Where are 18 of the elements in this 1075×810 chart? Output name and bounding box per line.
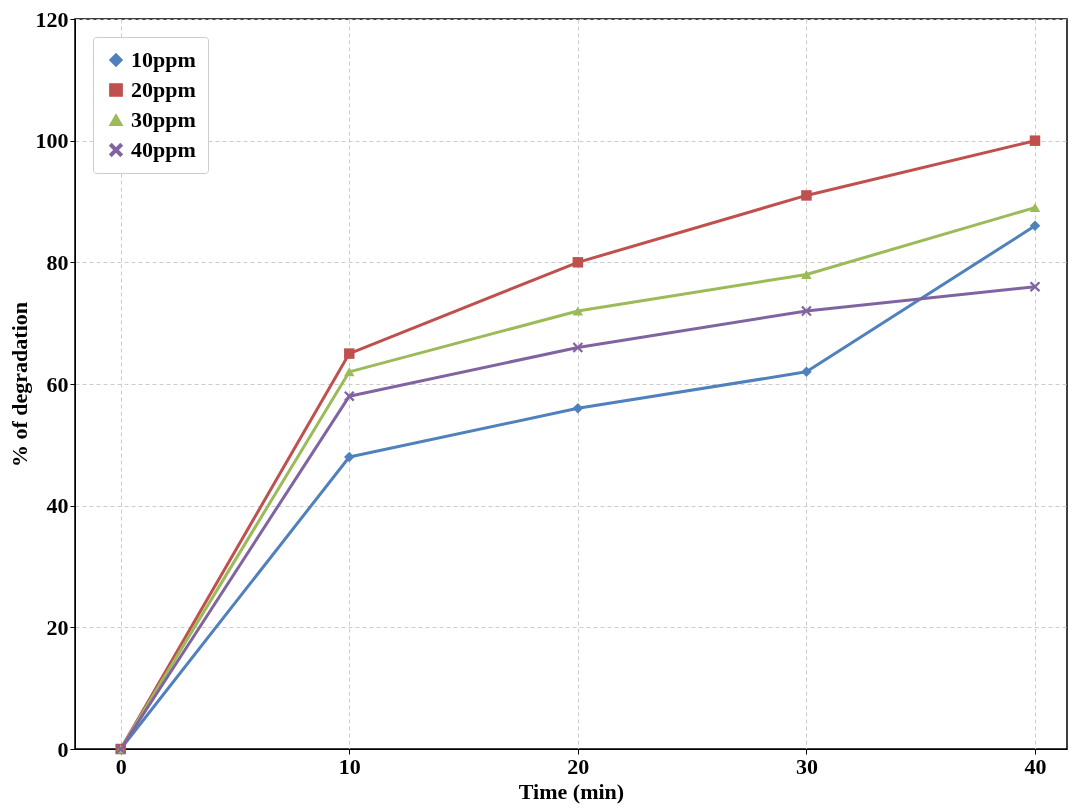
- legend-label: 30ppm: [131, 107, 196, 132]
- legend-label: 10ppm: [131, 47, 196, 72]
- x-axis-title: Time (min): [518, 778, 625, 804]
- x-tick-label: 0: [115, 753, 127, 779]
- x-tick-label: 30: [795, 753, 818, 779]
- y-tick-label: 120: [35, 6, 69, 32]
- y-tick-label: 40: [46, 493, 69, 519]
- legend-label: 40ppm: [131, 137, 196, 162]
- y-tick-label: 0: [57, 736, 69, 762]
- y-tick-label: 100: [35, 128, 69, 154]
- x-tick-label: 40: [1024, 753, 1047, 779]
- y-tick-label: 20: [46, 614, 69, 640]
- x-tick-label: 10: [338, 753, 361, 779]
- y-tick-label: 80: [46, 249, 69, 275]
- y-tick-label: 60: [46, 371, 69, 397]
- x-tick-label: 20: [567, 753, 590, 779]
- legend-label: 20ppm: [131, 77, 196, 102]
- y-axis-title: % of degradation: [6, 302, 32, 467]
